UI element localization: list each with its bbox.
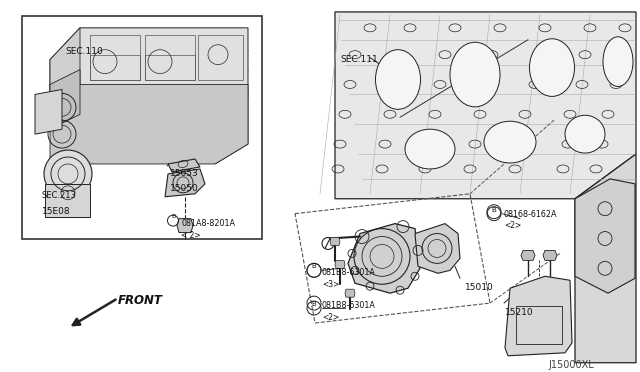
Text: 081A8-8201A: 081A8-8201A [181, 219, 235, 228]
Text: SEC.110: SEC.110 [65, 47, 103, 56]
Polygon shape [345, 289, 355, 297]
Polygon shape [177, 219, 193, 232]
Ellipse shape [565, 115, 605, 153]
Bar [145, 35, 195, 80]
Ellipse shape [484, 121, 536, 163]
Ellipse shape [376, 50, 420, 109]
Text: 15E08: 15E08 [42, 207, 70, 216]
Polygon shape [575, 154, 636, 363]
Polygon shape [50, 70, 80, 129]
Polygon shape [415, 224, 460, 273]
Text: B: B [312, 263, 316, 269]
Text: B: B [171, 214, 175, 219]
Bar [90, 55, 140, 80]
Polygon shape [165, 169, 205, 197]
Bar [198, 35, 243, 80]
Text: 081B8-6301A: 081B8-6301A [322, 301, 376, 310]
Ellipse shape [450, 42, 500, 107]
Circle shape [44, 150, 92, 198]
Ellipse shape [405, 129, 455, 169]
Polygon shape [168, 159, 200, 172]
Text: SEC.111: SEC.111 [340, 55, 378, 64]
Polygon shape [575, 179, 635, 293]
Text: <2>: <2> [504, 221, 521, 230]
Text: < 2>: < 2> [181, 231, 200, 240]
Text: J15000XL: J15000XL [548, 360, 594, 370]
Text: B: B [312, 301, 316, 307]
Text: 15050: 15050 [170, 184, 199, 193]
Polygon shape [348, 224, 420, 293]
Text: 081B8-6301A: 081B8-6301A [322, 268, 376, 278]
Bar [90, 35, 140, 80]
Polygon shape [45, 184, 90, 217]
Bar [22, 16, 262, 238]
Bar [145, 55, 195, 80]
Ellipse shape [603, 37, 633, 86]
Polygon shape [50, 28, 248, 119]
Ellipse shape [529, 39, 575, 96]
Polygon shape [521, 250, 535, 260]
Polygon shape [50, 84, 248, 164]
Text: <2>: <2> [322, 313, 339, 322]
Polygon shape [335, 260, 345, 268]
Polygon shape [330, 238, 340, 246]
Text: 15210: 15210 [505, 308, 534, 317]
Bar [516, 306, 562, 344]
Polygon shape [215, 99, 248, 164]
Polygon shape [335, 12, 636, 199]
Polygon shape [35, 89, 62, 134]
Text: SEC.213: SEC.213 [42, 191, 77, 200]
Text: B: B [492, 207, 497, 213]
Text: <3>: <3> [322, 280, 339, 289]
Polygon shape [543, 250, 557, 260]
Polygon shape [505, 276, 572, 356]
Text: 08168-6162A: 08168-6162A [504, 210, 557, 219]
Text: FRONT: FRONT [118, 294, 163, 307]
Polygon shape [50, 28, 80, 114]
Text: 15010: 15010 [465, 283, 493, 292]
Text: 15053: 15053 [170, 169, 199, 178]
